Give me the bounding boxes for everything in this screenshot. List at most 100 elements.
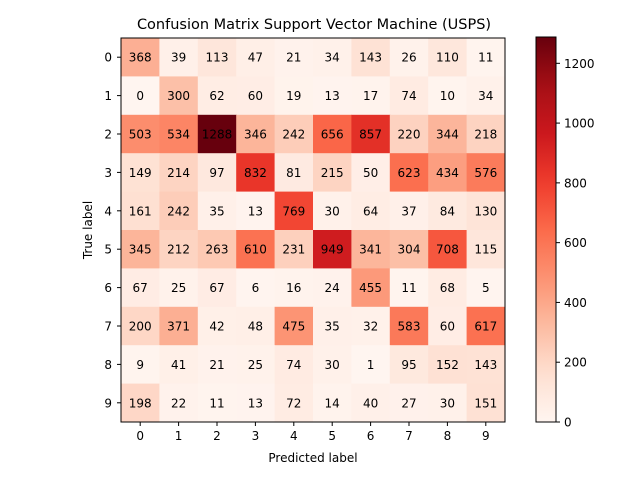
heatmap-cell <box>236 76 276 116</box>
cell-value-label: 371 <box>167 320 190 334</box>
heatmap-cell <box>313 268 352 308</box>
cell-value-label: 26 <box>401 51 416 65</box>
heatmap-cell <box>351 191 391 231</box>
cell-value-label: 656 <box>321 128 344 142</box>
colorbar <box>535 36 557 423</box>
heatmap-cell <box>313 383 352 423</box>
heatmap-cell <box>197 345 237 385</box>
cell-value-label: 341 <box>359 243 382 257</box>
cell-value-label: 152 <box>436 358 459 372</box>
cell-value-labels: 368 39 113 47 21 34 143 26 110 110 300 62 60 19 13 17 74… <box>129 51 498 411</box>
cell-value-label: 215 <box>321 166 344 180</box>
cell-value-label: 832 <box>244 166 267 180</box>
y-tick-label: 2 <box>104 128 112 142</box>
cell-value-label: 151 <box>474 396 497 410</box>
colorbar-tick-label: 1200 <box>564 57 595 71</box>
heatmap-cell <box>389 114 429 154</box>
x-tick-label: 0 <box>136 429 144 443</box>
cell-value-label: 617 <box>474 320 497 334</box>
cell-value-label: 708 <box>436 243 459 257</box>
cell-value-label: 9 <box>136 358 144 372</box>
cell-value-label: 857 <box>359 128 382 142</box>
cell-value-label: 34 <box>478 89 493 103</box>
y-tick-label: 3 <box>104 166 112 180</box>
cell-value-label: 19 <box>286 89 301 103</box>
heatmap-cell <box>159 76 199 116</box>
heatmap-cell <box>428 230 468 269</box>
x-tick-label: 9 <box>482 429 490 443</box>
cell-value-label: 300 <box>167 89 190 103</box>
x-tick-label: 2 <box>213 429 221 443</box>
cell-value-label: 242 <box>167 204 190 218</box>
heatmap-cell <box>121 383 160 423</box>
cell-value-label: 346 <box>244 128 267 142</box>
cell-value-label: 60 <box>440 320 455 334</box>
heatmap-cell <box>466 306 506 346</box>
heatmap-cell <box>428 383 468 423</box>
heatmap-cell <box>121 345 160 385</box>
heatmap-cell <box>236 191 276 231</box>
heatmap-cell <box>313 230 352 269</box>
cell-value-label: 218 <box>474 128 497 142</box>
heatmap-cell <box>313 191 352 231</box>
heatmap-cell <box>274 383 314 423</box>
cell-value-label: 198 <box>129 396 152 410</box>
x-axis: 0 1 2 3 4 5 6 7 8 9 <box>136 422 490 443</box>
heatmap-cell <box>351 114 391 154</box>
x-tick-label: 4 <box>290 429 298 443</box>
heatmap-cell <box>159 38 199 77</box>
cell-value-label: 610 <box>244 243 267 257</box>
heatmap-cell <box>274 268 314 308</box>
cell-value-label: 68 <box>440 281 455 295</box>
cell-value-label: 13 <box>248 396 263 410</box>
heatmap-cell <box>159 383 199 423</box>
heatmap-cell <box>466 345 506 385</box>
cell-value-label: 81 <box>286 166 301 180</box>
heatmap-cell <box>197 268 237 308</box>
cell-value-label: 30 <box>325 358 340 372</box>
cell-value-label: 5 <box>482 281 490 295</box>
cell-value-label: 14 <box>325 396 340 410</box>
y-axis-label: True label <box>81 201 95 260</box>
heatmap-cell <box>121 230 160 269</box>
cell-value-label: 95 <box>401 358 416 372</box>
cell-value-label: 130 <box>474 204 497 218</box>
chart-title: Confusion Matrix Support Vector Machine … <box>137 17 491 33</box>
heatmap-cell <box>159 268 199 308</box>
y-tick-label: 9 <box>104 396 112 410</box>
cell-value-label: 344 <box>436 128 459 142</box>
y-tick-label: 0 <box>104 51 112 65</box>
heatmap-cell <box>159 191 199 231</box>
heatmap-cell <box>236 230 276 269</box>
heatmap-cell <box>313 306 352 346</box>
y-tick-label: 4 <box>104 204 112 218</box>
heatmap-cell <box>197 191 237 231</box>
heatmap-cell <box>197 76 237 116</box>
heatmap-cell <box>159 114 199 154</box>
cell-value-label: 1288 <box>202 128 233 142</box>
heatmap-cell <box>351 268 391 308</box>
heatmap-cell <box>313 345 352 385</box>
heatmap-cell <box>274 153 314 193</box>
heatmap-cell <box>389 191 429 231</box>
cell-value-label: 32 <box>363 320 378 334</box>
cell-value-label: 113 <box>206 51 229 65</box>
heatmap-cell <box>274 114 314 154</box>
cell-value-label: 40 <box>363 396 378 410</box>
x-tick-label: 8 <box>444 429 452 443</box>
cell-value-label: 47 <box>248 51 263 65</box>
cell-value-label: 50 <box>363 166 378 180</box>
heatmap-cell <box>197 153 237 193</box>
cell-value-label: 60 <box>248 89 263 103</box>
cell-value-label: 149 <box>129 166 152 180</box>
cell-value-label: 34 <box>325 51 340 65</box>
cell-value-label: 16 <box>286 281 301 295</box>
heatmap-cell <box>466 114 506 154</box>
heatmap-cell <box>428 76 468 116</box>
colorbar-tick-label: 400 <box>564 296 587 310</box>
colorbar-tick-label: 200 <box>564 356 587 370</box>
heatmap-cell <box>159 345 199 385</box>
heatmap-cell <box>389 38 429 77</box>
heatmap-cell <box>197 38 237 77</box>
cell-value-label: 115 <box>474 243 497 257</box>
